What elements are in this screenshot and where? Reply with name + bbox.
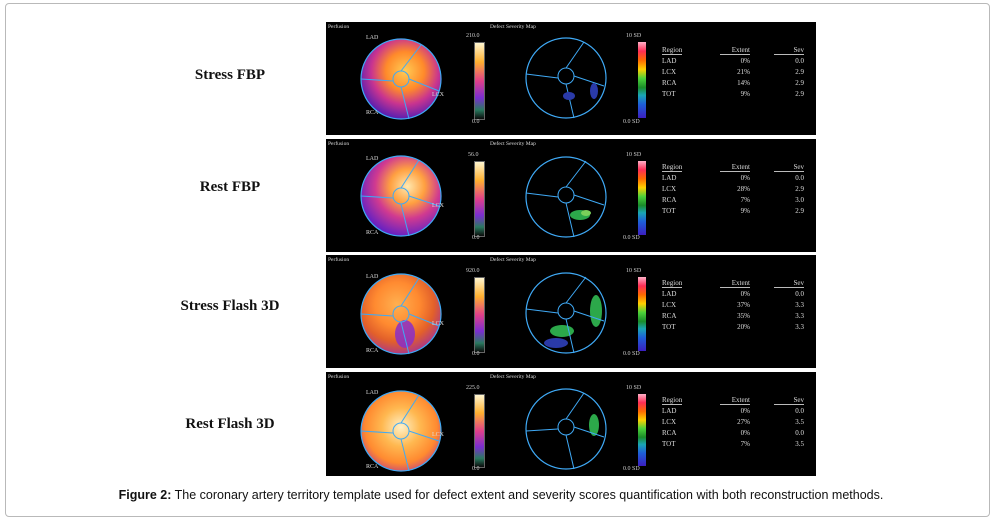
territory-label-lcx: LCX: [432, 203, 444, 209]
severity-scale-top: 10 SD: [626, 33, 642, 39]
territory-label-lcx: LCX: [432, 321, 444, 327]
scale-min: 0.0: [472, 351, 480, 357]
territory-label-lad: LAD: [366, 390, 379, 396]
header-region: Region: [662, 163, 683, 172]
caption-text: The coronary artery territory template u…: [171, 488, 884, 502]
scale-min: 0.0: [472, 466, 480, 472]
perfusion-bullseye: [360, 273, 442, 355]
territory-label-rca: RCA: [366, 464, 379, 470]
scale-max: 225.0: [466, 385, 480, 391]
score-table: Region Extent Sev LAD 0% 0.0 LCX 28% 2.9 RCA 7%…: [662, 163, 812, 218]
territory-label-lad: LAD: [366, 35, 379, 41]
defect-map-title: Defect Severity Map: [490, 374, 536, 380]
scale-max: 56.0: [468, 152, 479, 158]
scale-max: 920.0: [466, 268, 480, 274]
severity-scale-top: 10 SD: [626, 152, 642, 158]
panel-rest-flash-3d: Perfusion Defect Severity Map LAD LCX RC…: [326, 372, 816, 476]
severity-scale-bottom: 0.0 SD: [623, 235, 640, 241]
territory-label-lcx: LCX: [432, 432, 444, 438]
header-extent: Extent: [720, 46, 750, 55]
header-sev: Sev: [774, 163, 804, 172]
severity-color-bar: [638, 42, 646, 118]
table-row: TOT 20% 3.3: [662, 323, 804, 331]
scale-min: 0.0: [472, 235, 480, 241]
severity-scale-bottom: 0.0 SD: [623, 466, 640, 472]
table-row: TOT 7% 3.5: [662, 440, 804, 448]
table-row: LCX 21% 2.9: [662, 68, 804, 76]
header-sev: Sev: [774, 396, 804, 405]
perfusion-bullseye: [360, 155, 442, 237]
perfusion-title: Perfusion: [328, 141, 350, 147]
table-row: RCA 7% 3.0: [662, 196, 804, 204]
perfusion-color-scale: [474, 42, 485, 120]
table-row: TOT 9% 2.9: [662, 90, 804, 98]
header-extent: Extent: [720, 279, 750, 288]
row-label-rest-flash-3d: Rest Flash 3D: [185, 416, 275, 432]
row-label-stress-flash-3d: Stress Flash 3D: [180, 298, 280, 314]
score-table: Region Extent Sev LAD 0% 0.0 LCX 37% 3.3 RCA 35…: [662, 279, 812, 334]
table-row: RCA 0% 0.0: [662, 429, 804, 437]
row-label-stress-fbp: Stress FBP: [194, 67, 266, 83]
perfusion-bullseye: [360, 390, 442, 472]
defect-map-title: Defect Severity Map: [490, 24, 536, 30]
defect-map-title: Defect Severity Map: [490, 141, 536, 147]
defect-severity-map: [525, 37, 607, 119]
table-row: RCA 35% 3.3: [662, 312, 804, 320]
row-label-rest-fbp: Rest FBP: [199, 179, 261, 195]
header-region: Region: [662, 46, 683, 55]
header-sev: Sev: [774, 279, 804, 288]
perfusion-title: Perfusion: [328, 257, 350, 263]
territory-label-lad: LAD: [366, 274, 379, 280]
table-row: RCA 14% 2.9: [662, 79, 804, 87]
severity-color-bar: [638, 394, 646, 466]
severity-scale-top: 10 SD: [626, 385, 642, 391]
figure-caption: Figure 2: The coronary artery territory …: [0, 488, 1002, 502]
severity-scale-top: 10 SD: [626, 268, 642, 274]
panel-stress-flash-3d: Perfusion Defect Severity Map LAD LCX RC…: [326, 255, 816, 368]
header-region: Region: [662, 396, 683, 405]
territory-label-rca: RCA: [366, 348, 379, 354]
severity-color-bar: [638, 161, 646, 235]
territory-label-rca: RCA: [366, 110, 379, 116]
defect-severity-map: [525, 156, 607, 238]
header-sev: Sev: [774, 46, 804, 55]
score-table: Region Extent Sev LAD 0% 0.0 LCX 27% 3.5 RCA 0%…: [662, 396, 812, 451]
perfusion-title: Perfusion: [328, 24, 350, 30]
severity-scale-bottom: 0.0 SD: [623, 351, 640, 357]
severity-color-bar: [638, 277, 646, 351]
territory-label-rca: RCA: [366, 230, 379, 236]
header-extent: Extent: [720, 396, 750, 405]
table-row: LCX 28% 2.9: [662, 185, 804, 193]
severity-scale-bottom: 0.0 SD: [623, 119, 640, 125]
defect-severity-map: [525, 272, 607, 354]
territory-label-lcx: LCX: [432, 92, 444, 98]
panel-stress-fbp: Perfusion Defect Severity Map LAD LCX RC…: [326, 22, 816, 135]
territory-label-lad: LAD: [366, 156, 379, 162]
table-row: TOT 9% 2.9: [662, 207, 804, 215]
header-region: Region: [662, 279, 683, 288]
perfusion-color-scale: [474, 161, 485, 237]
table-row: LAD 0% 0.0: [662, 174, 804, 182]
defect-map-title: Defect Severity Map: [490, 257, 536, 263]
header-extent: Extent: [720, 163, 750, 172]
defect-severity-map: [525, 388, 607, 470]
table-row: LCX 27% 3.5: [662, 418, 804, 426]
scale-max: 210.0: [466, 33, 480, 39]
perfusion-color-scale: [474, 277, 485, 353]
perfusion-color-scale: [474, 394, 485, 468]
perfusion-title: Perfusion: [328, 374, 350, 380]
table-row: LCX 37% 3.3: [662, 301, 804, 309]
panel-rest-fbp: Perfusion Defect Severity Map LAD LCX RC…: [326, 139, 816, 252]
table-row: LAD 0% 0.0: [662, 407, 804, 415]
score-table: Region Extent Sev LAD 0% 0.0 LCX 21% 2.9 RCA 14…: [662, 46, 812, 101]
scale-min: 0.0: [472, 119, 480, 125]
caption-label: Figure 2:: [118, 488, 172, 502]
table-row: LAD 0% 0.0: [662, 57, 804, 65]
table-row: LAD 0% 0.0: [662, 290, 804, 298]
perfusion-bullseye: [360, 38, 442, 120]
